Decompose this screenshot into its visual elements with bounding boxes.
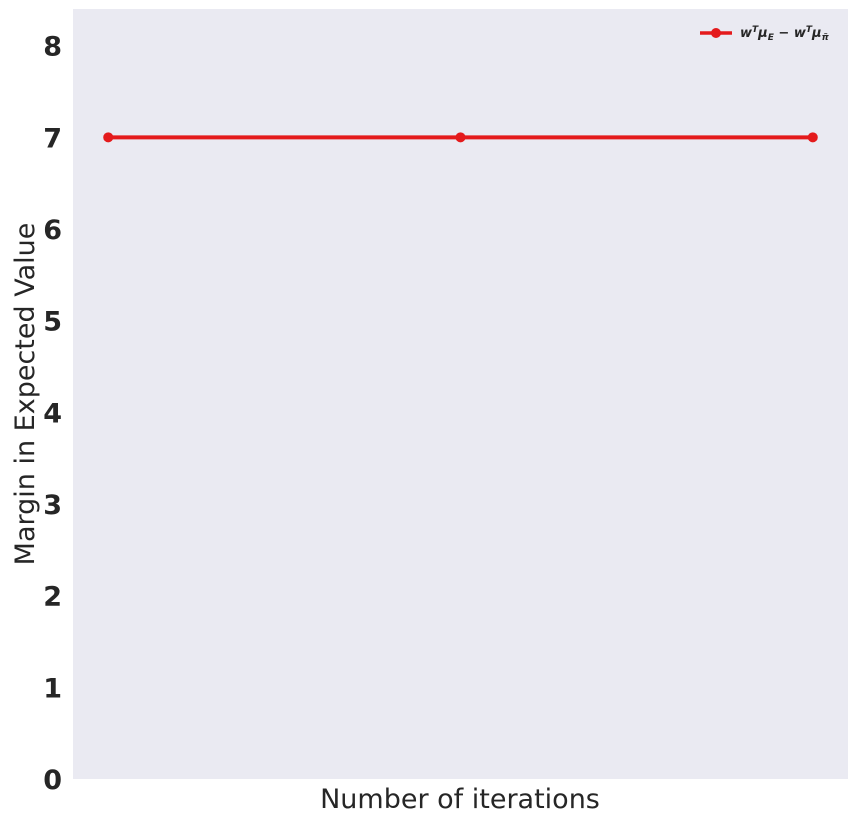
y-tick-label: 5 [43, 307, 62, 338]
y-tick-label: 4 [43, 398, 62, 429]
y-axis-label: Margin in Expected Value [10, 223, 41, 566]
plot-area [73, 9, 848, 779]
y-tick-label: 1 [43, 673, 62, 704]
y-tick-label: 7 [43, 123, 62, 154]
y-tick-label: 3 [43, 490, 62, 521]
y-tick-label: 2 [43, 582, 62, 613]
data-point [455, 132, 466, 143]
legend-entry-label: wTμE − wTμπ̃ [740, 25, 830, 43]
data-point [103, 132, 114, 143]
data-point [807, 132, 818, 143]
y-tick-label: 0 [43, 765, 62, 796]
legend: wTμE − wTμπ̃ [700, 25, 830, 43]
series-layer [103, 132, 818, 143]
y-tick-labels: 0 1 2 3 4 5 6 7 8 [43, 32, 62, 796]
x-axis-label: Number of iterations [320, 784, 600, 815]
y-tick-label: 6 [43, 215, 62, 246]
legend-marker-swatch [711, 28, 721, 38]
y-tick-label: 8 [43, 32, 62, 63]
